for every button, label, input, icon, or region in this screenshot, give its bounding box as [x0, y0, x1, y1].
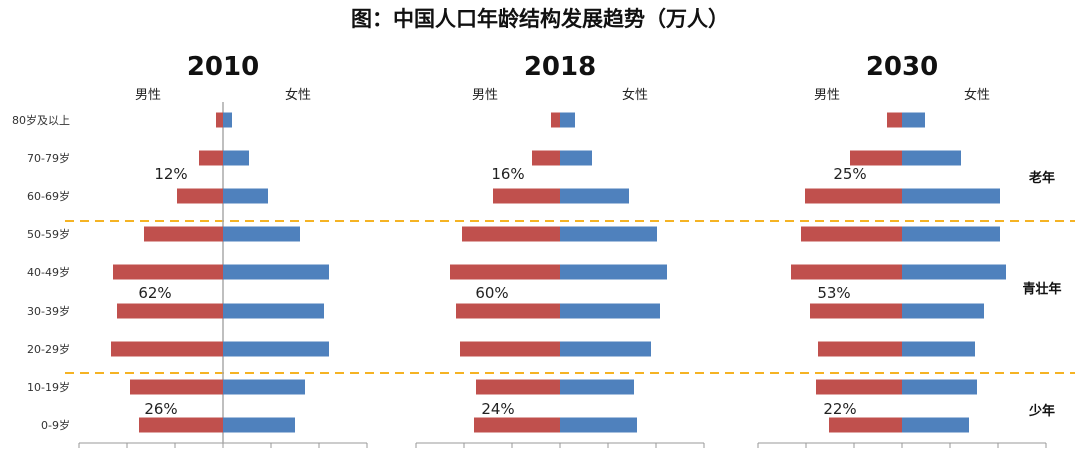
male-bar	[460, 341, 560, 357]
female-bar	[560, 417, 637, 433]
female-bar	[223, 379, 305, 395]
group-share-label: 24%	[481, 400, 514, 418]
female-bar	[902, 188, 1000, 204]
female-bar	[223, 417, 295, 433]
category-label: 10-19岁	[27, 380, 70, 394]
female-bar	[902, 150, 961, 166]
male-label: 男性	[472, 88, 498, 103]
female-label: 女性	[964, 87, 990, 103]
male-bar	[144, 226, 223, 242]
group-label: 少年	[1028, 403, 1055, 419]
female-bar	[902, 226, 1000, 242]
female-label: 女性	[622, 87, 648, 103]
group-share-label: 25%	[833, 165, 866, 183]
female-bar	[223, 226, 300, 242]
female-bar	[560, 112, 575, 128]
male-label: 男性	[135, 88, 161, 103]
female-bar	[902, 341, 975, 357]
group-label: 青壮年	[1022, 281, 1061, 297]
male-bar	[462, 226, 560, 242]
group-share-label: 60%	[475, 284, 508, 302]
female-bar	[560, 341, 651, 357]
female-bar	[560, 226, 657, 242]
male-bar	[117, 303, 223, 319]
category-label: 0-9岁	[41, 418, 70, 432]
female-bar	[223, 264, 329, 280]
group-share-label: 53%	[817, 284, 850, 302]
female-bar	[223, 112, 232, 128]
male-bar	[216, 112, 223, 128]
female-bar	[560, 188, 629, 204]
male-bar	[139, 417, 223, 433]
male-bar	[551, 112, 560, 128]
male-bar	[887, 112, 902, 128]
female-bar	[902, 264, 1006, 280]
male-bar	[801, 226, 902, 242]
male-bar	[816, 379, 902, 395]
male-bar	[810, 303, 902, 319]
chart-title: 图：中国人口年龄结构发展趋势（万人）	[351, 7, 729, 31]
female-bar	[223, 150, 249, 166]
group-label: 老年	[1028, 170, 1055, 186]
panel-year-title: 2010	[187, 52, 259, 82]
category-label: 70-79岁	[27, 151, 70, 165]
male-bar	[791, 264, 902, 280]
male-bar	[493, 188, 560, 204]
female-bar	[902, 303, 984, 319]
female-bar	[902, 417, 969, 433]
female-bar	[560, 264, 667, 280]
category-label: 80岁及以上	[12, 113, 70, 127]
male-label: 男性	[814, 88, 840, 103]
group-share-label: 22%	[823, 400, 856, 418]
male-bar	[476, 379, 560, 395]
female-bar	[223, 188, 268, 204]
male-bar	[113, 264, 223, 280]
male-bar	[850, 150, 902, 166]
panel-year-title: 2030	[866, 52, 938, 82]
category-label: 30-39岁	[27, 304, 70, 318]
male-bar	[177, 188, 223, 204]
female-bar	[902, 379, 977, 395]
male-bar	[456, 303, 560, 319]
female-bar	[902, 112, 925, 128]
male-bar	[532, 150, 560, 166]
category-label: 60-69岁	[27, 189, 70, 203]
female-bar	[223, 341, 329, 357]
male-bar	[450, 264, 560, 280]
male-bar	[474, 417, 560, 433]
group-share-label: 62%	[138, 284, 171, 302]
panel-year-title: 2018	[524, 52, 596, 82]
male-bar	[130, 379, 223, 395]
group-share-label: 12%	[154, 165, 187, 183]
group-share-label: 26%	[144, 400, 177, 418]
female-bar	[223, 303, 324, 319]
category-label: 50-59岁	[27, 227, 70, 241]
group-share-label: 16%	[491, 165, 524, 183]
female-bar	[560, 303, 660, 319]
category-label: 40-49岁	[27, 265, 70, 279]
female-label: 女性	[285, 87, 311, 103]
female-bar	[560, 150, 592, 166]
male-bar	[111, 341, 223, 357]
male-bar	[829, 417, 902, 433]
male-bar	[818, 341, 902, 357]
male-bar	[805, 188, 902, 204]
category-label: 20-29岁	[27, 342, 70, 356]
male-bar	[199, 150, 223, 166]
female-bar	[560, 379, 634, 395]
